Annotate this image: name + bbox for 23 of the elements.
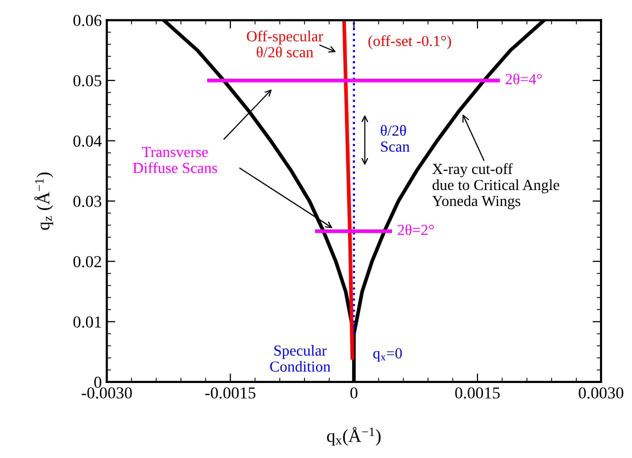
x-tick-label: -0.0015: [205, 387, 256, 399]
annotation: Off-specular θ/2θ scan: [246, 30, 324, 58]
y-tick-label: 0.05: [73, 75, 102, 86]
x-tick-label: -0.0030: [82, 387, 132, 399]
annotation: (off-set -0.1°): [368, 35, 451, 50]
y-tick-label: 0.04: [73, 135, 102, 147]
y-tick-label: 0.02: [73, 256, 102, 268]
y-tick-label: 0: [94, 376, 102, 388]
x-tick-label: 0: [350, 387, 358, 399]
annotation: θ/2θ Scan: [380, 124, 410, 152]
x-tick-label: 0.0030: [578, 387, 624, 399]
annotation: Transverse Diffuse Scans: [132, 146, 217, 174]
x-tick-label: 0.0015: [455, 387, 500, 399]
annotation: X-ray cut-off due to Critical Angle Yoneda Wings: [432, 163, 560, 210]
series-label: 2θ=2°: [398, 224, 434, 236]
x-axis-title: q$_{x}$(Å$^{−1}$): [327, 426, 381, 446]
series-label: 2θ=4°: [506, 73, 542, 84]
y-tick-label: 0.06: [73, 14, 102, 26]
y-axis-title: q$_{z}$ (Å$^{−1}$): [34, 172, 54, 230]
y-tick-label: 0.01: [73, 316, 101, 328]
annotation: q$_{x}$=0: [373, 348, 402, 362]
y-tick-label: 0.03: [73, 196, 102, 208]
annotation: Specular Condition: [270, 344, 330, 372]
